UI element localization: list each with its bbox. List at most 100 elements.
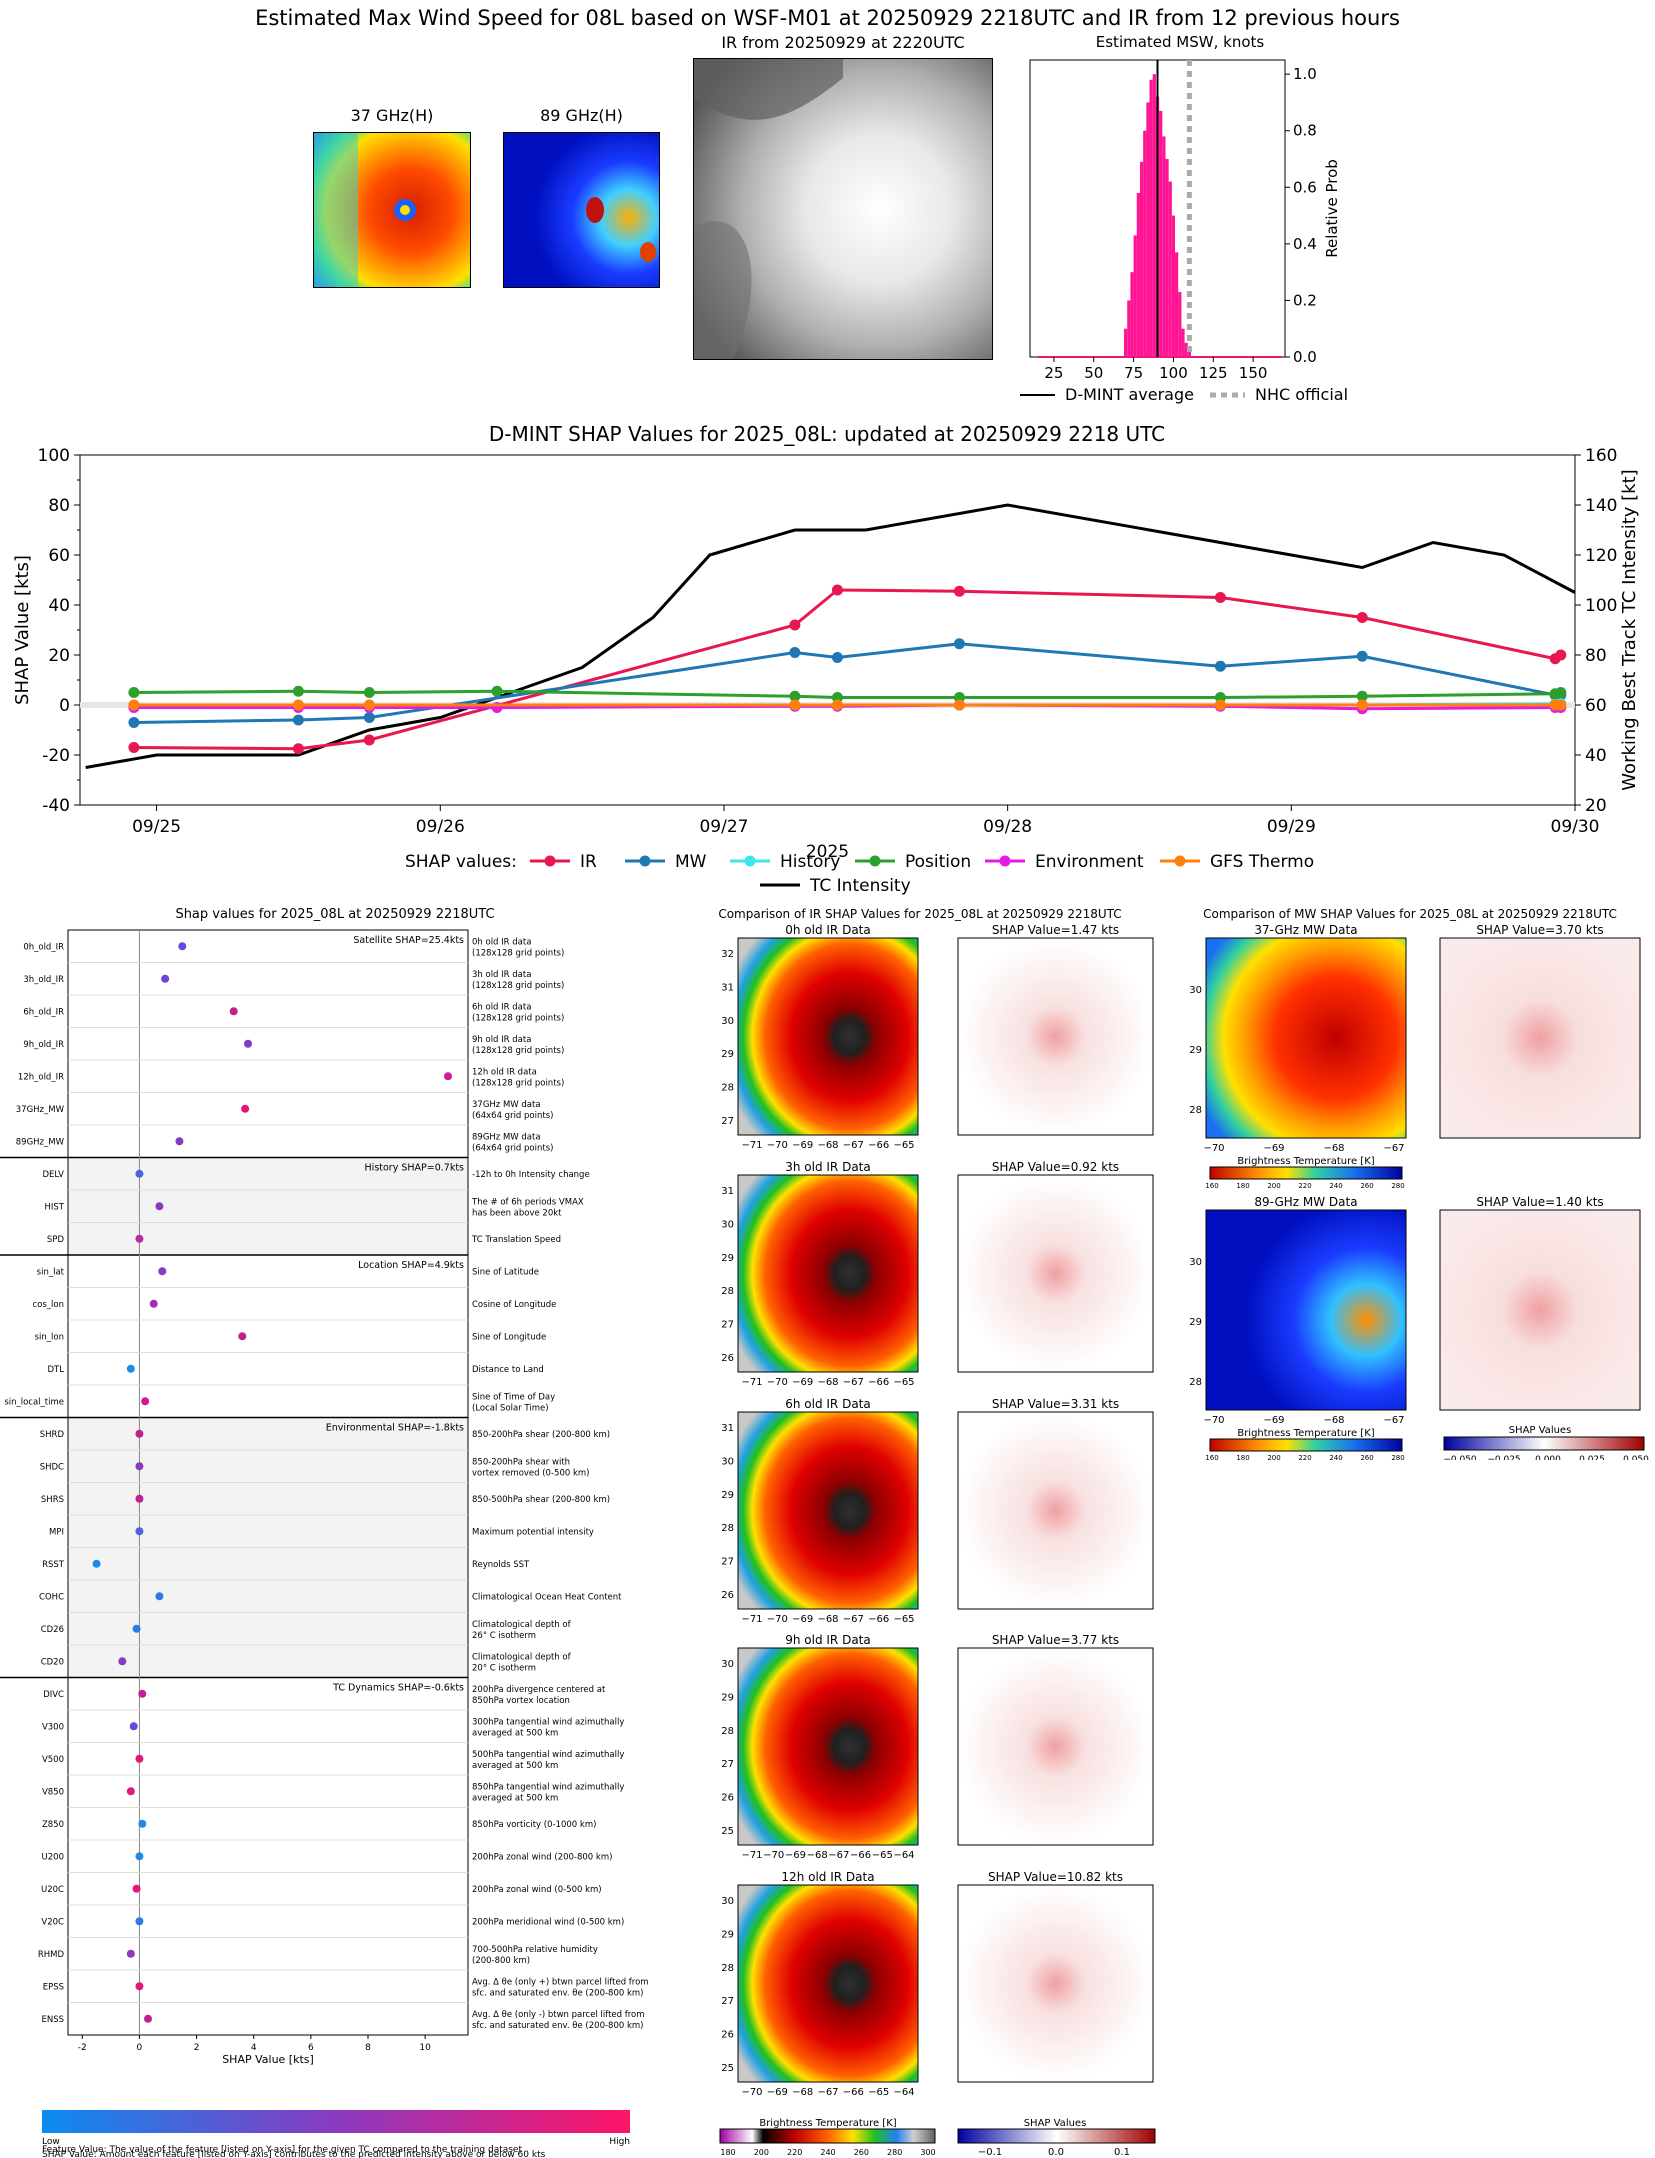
irc-panel-title: 0h old IR Data — [785, 923, 871, 937]
feat-row-desc: 300hPa tangential wind azimuthally — [472, 1717, 624, 1727]
feat-row-desc: (64x64 grid points) — [472, 1111, 553, 1121]
mwc-ytick-label: 29 — [1190, 1045, 1202, 1056]
feat-row-desc: sfc. and saturated env. θe (200-800 km) — [472, 2021, 644, 2031]
irc-cbar-tick: 180 — [720, 2148, 735, 2157]
irc-cbar-tick: 200 — [754, 2148, 769, 2157]
feat-row-name: V300 — [42, 1722, 64, 1732]
feat-row-desc: Maximum potential intensity — [472, 1527, 594, 1537]
series-point — [128, 742, 140, 753]
mwc-xtick-label: −68 — [1323, 1143, 1344, 1154]
hist-bar — [1181, 328, 1185, 357]
irc-xtick-label: −66 — [843, 2087, 864, 2098]
irc-xtick-label: −67 — [843, 1140, 864, 1151]
irc-shap-image — [957, 1647, 1154, 1846]
hist-xtick-label: 150 — [1239, 364, 1268, 382]
ts-legend-prefix: SHAP values: — [405, 852, 517, 872]
irc-cbar-tick: 260 — [854, 2148, 869, 2157]
ts-xtick-label: 09/26 — [416, 817, 465, 837]
feat-row-name: CD20 — [41, 1657, 64, 1667]
feat-row-name: 37GHz_MW — [16, 1105, 65, 1115]
mwc-shapbar-tick: −0.050 — [1443, 1455, 1477, 1460]
feat-row-name: V20C — [41, 1917, 64, 1927]
feat-row-desc: 850hPa tangential wind azimuthally — [472, 1782, 624, 1792]
irc-ytick-label: 28 — [721, 1523, 734, 1534]
feat-row-desc: 200hPa zonal wind (200-800 km) — [472, 1852, 612, 1862]
irc-xtick-label: −71 — [741, 1850, 762, 1861]
feat-xtick-label: 10 — [419, 2043, 431, 2053]
mwc-cbar-tick: 240 — [1329, 1454, 1342, 1460]
feat-row-desc: 26° C isotherm — [472, 1631, 536, 1641]
irc-ir-image — [737, 1411, 919, 1610]
irc-xtick-label: −66 — [868, 1614, 889, 1625]
feat-row-name: EPSS — [43, 1982, 64, 1992]
series-point — [292, 699, 304, 711]
feat-point — [92, 1559, 101, 1568]
irc-ytick-label: 27 — [721, 1320, 734, 1331]
feat-xtick-label: 8 — [365, 2043, 371, 2053]
irc-panel-title: 3h old IR Data — [785, 1160, 871, 1174]
hist-bar — [1175, 252, 1179, 357]
irc-ytick-label: 27 — [721, 1116, 734, 1127]
irc-xtick-label: −68 — [817, 1614, 838, 1625]
hist-xtick-label: 25 — [1044, 364, 1063, 382]
mwc-ytick-label: 30 — [1190, 985, 1202, 996]
mwc-ytick-label: 30 — [1190, 1257, 1202, 1268]
feat-row-desc: 6h old IR data — [472, 1002, 531, 1012]
hist-bar — [1171, 215, 1176, 357]
ts-legend-label: MW — [675, 852, 707, 872]
feat-point — [135, 1852, 144, 1861]
irc-ytick-label: 27 — [721, 1759, 734, 1770]
mwc-xtick-label: −70 — [1203, 1415, 1224, 1426]
irc-ir-image — [737, 1884, 919, 2083]
mwc-colorbar — [1209, 1438, 1403, 1452]
feat-row-desc: (128x128 grid points) — [472, 948, 564, 958]
ts-ytick-label: -40 — [42, 796, 70, 816]
ts-xtick-label: 09/29 — [1267, 817, 1316, 837]
mwc-cbar-tick: 180 — [1236, 1454, 1249, 1460]
feat-row-desc: (128x128 grid points) — [472, 1078, 564, 1088]
feat-row-desc: (200-800 km) — [472, 1956, 530, 1966]
ts-xtick-label: 09/28 — [983, 817, 1032, 837]
irc-xtick-label: −69 — [767, 2087, 788, 2098]
mwc-xtick-label: −67 — [1383, 1143, 1404, 1154]
series-point — [128, 687, 140, 698]
feat-group-label: TC Dynamics SHAP=-0.6kts — [332, 1683, 464, 1694]
irc-xtick-label: −69 — [792, 1377, 813, 1388]
irc-xtick-label: −70 — [767, 1614, 788, 1625]
ts-frame — [79, 454, 1576, 806]
irc-cbar-label: Brightness Temperature [K] — [759, 2118, 896, 2129]
irc-ytick-label: 28 — [721, 1726, 734, 1737]
irc-xtick-label: −65 — [872, 1850, 893, 1861]
mwc-shapbar-tick: 0.000 — [1535, 1455, 1561, 1460]
feat-group-bg — [68, 1157, 468, 1255]
hist-bar — [1165, 159, 1169, 357]
irc-xtick-label: −68 — [792, 2087, 813, 2098]
feat-row-desc: sfc. and saturated env. θe (200-800 km) — [472, 1988, 644, 1998]
irc-shap-title: SHAP Value=0.92 kts — [992, 1160, 1119, 1174]
irc-xtick-label: −70 — [767, 1140, 788, 1151]
mwc-ytick-label: 28 — [1190, 1377, 1202, 1388]
hist-ytick-label: 0.4 — [1293, 235, 1317, 253]
mwc-title: Comparison of MW SHAP Values for 2025_08… — [1203, 907, 1617, 921]
irc-xtick-label: −65 — [893, 1140, 914, 1151]
feat-row-desc: Climatological depth of — [472, 1620, 572, 1630]
irc-ytick-label: 31 — [721, 1423, 734, 1434]
feat-note2: Feature Value: The value of the feature … — [42, 2145, 522, 2155]
ts-y2tick-label: 160 — [1585, 446, 1617, 466]
irc-xtick-label: −69 — [792, 1614, 813, 1625]
feat-point — [144, 2014, 152, 2023]
ir-image — [693, 58, 993, 360]
mwc-cbar-tick: 280 — [1391, 1182, 1404, 1190]
feat-point — [155, 1202, 164, 1211]
ts-legend-marker — [999, 855, 1011, 867]
feat-point — [138, 1819, 147, 1828]
irc-shap-title: SHAP Value=3.31 kts — [992, 1397, 1119, 1411]
ts-legend-intensity-label: TC Intensity — [809, 876, 911, 895]
mwc-cbar-tick: 220 — [1298, 1454, 1311, 1460]
series-point — [831, 584, 843, 596]
series-point — [1555, 687, 1567, 698]
feat-row-name: DELV — [42, 1170, 64, 1180]
mwc-xtick-label: −70 — [1203, 1143, 1224, 1154]
feat-group-bg — [68, 930, 468, 1158]
feat-row-name: 89GHz_MW — [16, 1137, 65, 1147]
